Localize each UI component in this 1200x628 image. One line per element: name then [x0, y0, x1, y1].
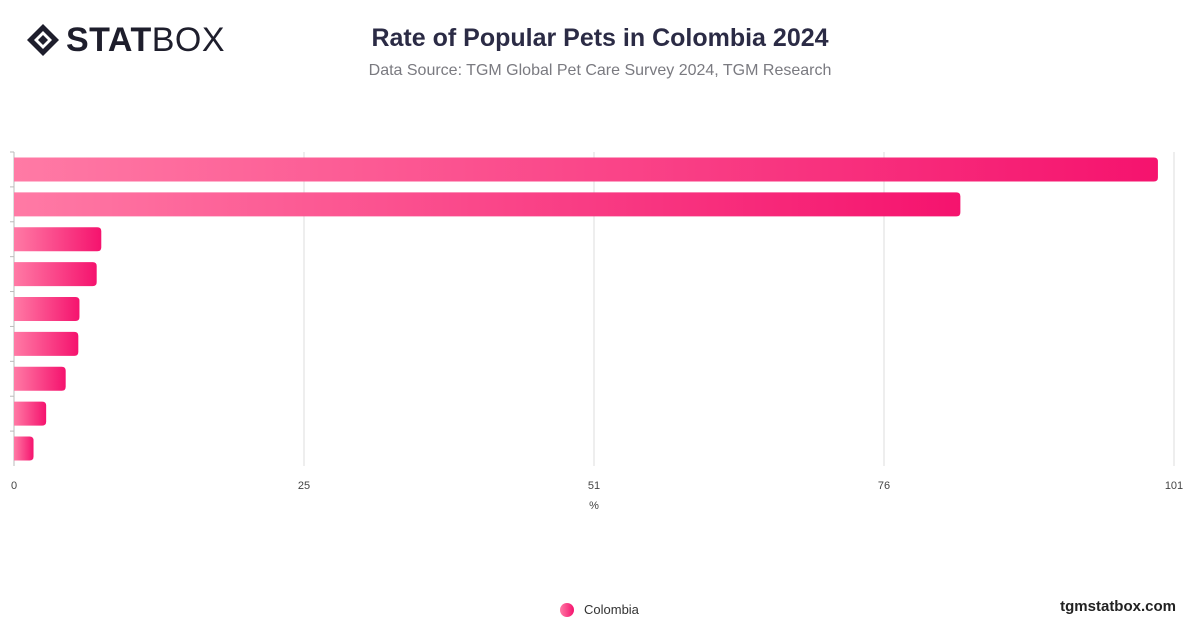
bar: [14, 331, 79, 356]
bar: [14, 262, 97, 287]
x-tick-label: 76: [878, 480, 890, 492]
x-axis-label: %: [589, 500, 599, 512]
bar: [14, 401, 47, 426]
legend-label: Colombia: [584, 602, 639, 617]
bar: [14, 192, 961, 217]
chart-title: Rate of Popular Pets in Colombia 2024: [371, 24, 829, 52]
legend[interactable]: Colombia: [560, 602, 639, 617]
logo-light-text: BOX: [151, 21, 226, 59]
x-tick-label: 25: [298, 480, 310, 492]
bar: [14, 366, 66, 391]
x-tick-label: 101: [1165, 480, 1183, 492]
x-tick-label: 51: [588, 480, 600, 492]
legend-swatch: [560, 602, 574, 617]
statbox-logo[interactable]: STATBOX: [26, 22, 225, 58]
bar: [14, 227, 102, 252]
x-tick-label: 0: [11, 480, 17, 492]
bar-chart: 0 25 51 76 101%: [10, 151, 1183, 512]
bar: [14, 297, 80, 321]
bar: [14, 436, 34, 461]
logo-text: STATBOX: [66, 22, 225, 58]
chart-subtitle: Data Source: TGM Global Pet Care Survey …: [368, 62, 832, 79]
diamond-logo-icon: [27, 24, 59, 56]
site-url[interactable]: tgmstatbox.com: [1060, 598, 1176, 615]
bar: [14, 157, 1158, 182]
logo-bold-text: STAT: [66, 21, 152, 59]
